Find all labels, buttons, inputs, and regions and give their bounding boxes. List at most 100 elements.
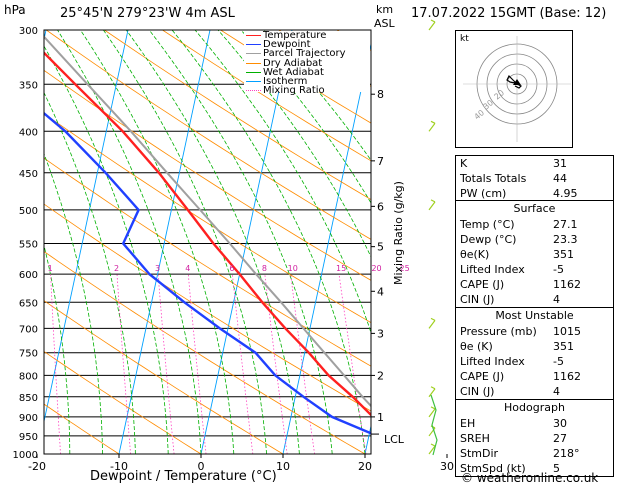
surface-row: CAPE (J) 1162 [460, 278, 581, 291]
chart-legend: Temperature Dewpoint Parcel Trajectory Dry … [244, 30, 370, 97]
wind-barb-flag [430, 199, 436, 203]
surface-row: Lifted Index -5 [460, 263, 564, 276]
hodograph-row: StmSpd (kt) 5 [460, 462, 560, 475]
km-tick-label: 2 [377, 369, 384, 382]
temp-tick-label: -10 [110, 460, 128, 473]
wind-barb [428, 445, 436, 455]
copyright: © weatheronline.co.uk [461, 471, 599, 485]
dry-adiabat [44, 300, 284, 454]
km-tick-label: 7 [377, 155, 384, 168]
series-line-dewpoint [44, 111, 371, 435]
mixing-ratio-axis-label: Mixing Ratio (g/kg) [392, 181, 405, 285]
wet-adiabat [44, 91, 136, 454]
mixing-ratio-line [232, 274, 254, 454]
mixing-ratio-tick-label: 20 [371, 264, 381, 273]
mixing-ratio-line [338, 274, 367, 454]
surface-row: Dewp (°C) 23.3 [460, 233, 578, 246]
mixing-ratio-tick-label: 3 [155, 264, 160, 273]
hodograph: kt 20 30 40 [455, 30, 573, 148]
km-tick-label: 3 [377, 327, 384, 340]
legend-swatch [246, 90, 261, 92]
mixing-ratio-line [290, 274, 315, 454]
most-unstable-row: CAPE (J) 1162 [460, 370, 581, 383]
wind-barb [428, 388, 436, 398]
km-tick-label: 6 [377, 200, 384, 213]
mixing-ratio-tick-label: 6 [229, 264, 234, 273]
pressure-tick-label: 950 [19, 432, 38, 443]
dry-adiabat [44, 112, 371, 324]
wind-barb-flag [430, 386, 436, 390]
pressure-tick-label: 800 [19, 371, 38, 382]
legend-label: Mixing Ratio [263, 85, 325, 97]
wet-adiabat [240, 30, 371, 204]
hodograph-row: SREH 27 [460, 432, 567, 445]
most-unstable-row: θe (K) 351 [460, 340, 574, 353]
wet-adiabat [148, 30, 333, 454]
hodograph-row: StmDir 218° [460, 447, 580, 460]
pressure-tick-label: 1000 [13, 450, 38, 461]
wet-adiabat [103, 30, 267, 454]
most-unstable-title: Most Unstable [456, 307, 613, 324]
pressure-tick-label: 700 [19, 324, 38, 335]
legend-swatch [246, 62, 261, 64]
legend-label: Temperature [263, 30, 327, 41]
km-label: km [376, 3, 394, 16]
wind-barb [428, 21, 436, 31]
dry-adiabat [44, 251, 366, 454]
temp-tick-label: 10 [276, 460, 290, 473]
legend-item: Dewpoint [244, 39, 370, 51]
mixing-ratio-line [403, 274, 434, 454]
index-row-pw: PW (cm) 4.95 [460, 187, 578, 200]
mixing-ratio-line [375, 274, 404, 454]
most-unstable-row: Pressure (mb) 1015 [460, 325, 581, 338]
index-row-tt: Totals Totals 44 [460, 172, 567, 185]
dry-adiabat [44, 350, 202, 454]
wind-barb [428, 201, 436, 211]
wind-barb-flag [430, 120, 436, 124]
hodograph-row: EH 30 [460, 417, 567, 430]
pressure-tick-label: 550 [19, 239, 38, 250]
wind-barb-flag [430, 406, 436, 410]
wet-adiabat [57, 30, 202, 454]
temp-tick-label: 30 [440, 460, 454, 473]
mixing-ratio-tick-label: 25 [400, 264, 410, 273]
isotherm [118, 30, 211, 454]
legend-label: Dewpoint [263, 39, 311, 51]
legend-swatch [246, 71, 261, 73]
dry-adiabat [162, 30, 371, 162]
hodo-trace [506, 74, 523, 89]
isotherm [200, 30, 293, 454]
legend-swatch [246, 44, 261, 46]
pressure-tick-label: 500 [19, 206, 38, 217]
legend-item: Parcel Trajectory [244, 49, 370, 59]
wind-barb-flag [430, 317, 436, 321]
mixing-ratio-tick-label: 15 [336, 264, 346, 273]
indices-table: K 31 Totals Totals 44 PW (cm) 4.95 [455, 155, 614, 202]
temp-tick-label: 20 [358, 460, 372, 473]
hpa-label: hPa [4, 3, 26, 17]
surface-row: CIN (J) 4 [460, 293, 560, 306]
index-row-k: K 31 [460, 157, 567, 170]
isotherm [44, 30, 129, 424]
wind-barb [428, 408, 436, 418]
most-unstable-row: Lifted Index -5 [460, 355, 564, 368]
surface-row: Temp (°C) 27.1 [460, 218, 578, 231]
km-tick-label: 8 [377, 88, 384, 101]
wind-barb-flag [430, 19, 436, 23]
dry-adiabat [46, 30, 371, 240]
pressure-tick-label: 400 [19, 127, 38, 138]
pressure-tick-label: 450 [19, 169, 38, 180]
wet-adiabat [44, 243, 71, 454]
legend-swatch [246, 53, 261, 55]
temp-tick-label: -20 [28, 460, 46, 473]
legend-item: Temperature [244, 30, 370, 41]
km-tick-label: 5 [377, 241, 384, 254]
dry-adiabat [44, 203, 371, 412]
pressure-tick-label: 900 [19, 413, 38, 424]
temp-tick-label: 0 [198, 460, 205, 473]
wet-adiabat [125, 30, 300, 454]
legend-item: Isotherm [244, 76, 370, 87]
pressure-tick-label: 750 [19, 349, 38, 360]
wind-barb [428, 122, 436, 132]
